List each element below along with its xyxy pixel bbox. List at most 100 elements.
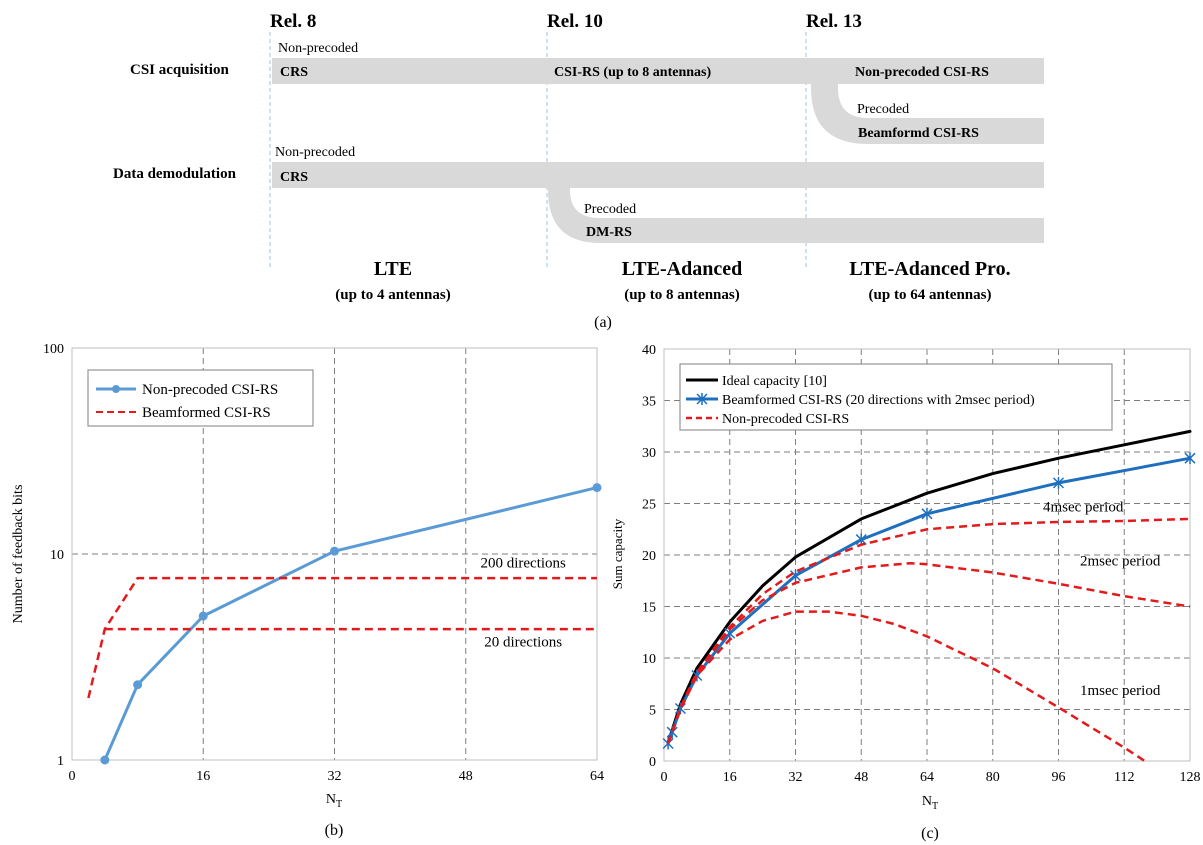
chart-b-y-axis-label: Number of feedback bits [11, 485, 26, 624]
chart-c-ticks: 0 16 32 48 64 80 96 112 128 0 5 10 15 20 25 30 35 40 [642, 343, 1201, 785]
c-series-1-point-9 [1184, 452, 1196, 465]
b-series-line-0 [103, 486, 599, 762]
chart-c-annotations: 4msec period 2msec period 1msec period [1043, 500, 1161, 699]
release-label-rel8: Rel. 8 [270, 11, 316, 32]
b-x-tick-32: 32 [328, 769, 342, 784]
c-x-tick-128: 128 [1180, 770, 1201, 785]
chart-b-legend-marker-nonprecoded [112, 385, 120, 393]
b-series-0-point-1 [133, 680, 143, 690]
chart-b-x-axis-label-base: N [326, 792, 336, 807]
release-label-rel13: Rel. 13 [806, 11, 862, 32]
data-main-band [272, 162, 1044, 188]
chart-b-ticks: 0 16 32 48 64 1 10 100 [43, 342, 604, 784]
chart-c-x-axis-label-base: N [922, 794, 932, 809]
c-x-tick-48: 48 [854, 770, 868, 785]
generation-lte-a-name: LTE-Adanced [622, 258, 742, 280]
row-label-csi-acquisition: CSI acquisition [130, 62, 229, 78]
b-x-tick-0: 0 [69, 769, 76, 784]
c-annotation-2: 1msec period [1080, 683, 1161, 699]
c-series-line-4 [666, 610, 1146, 763]
chart-b-legend-label-nonprecoded: Non-precoded CSI-RS [142, 382, 278, 398]
b-series-0-point-0 [100, 755, 110, 765]
csi-nonprecoded-csirs-label: Non-precoded CSI-RS [855, 65, 989, 80]
chart-b-annotations: 200 directions 20 directions [480, 555, 566, 650]
chart-c-legend-box [679, 363, 1113, 431]
data-precoded-label: Precoded [584, 202, 636, 217]
csi-rs-label: CSI-RS (up to 8 antennas) [554, 65, 711, 80]
csi-precoded-branch [811, 84, 1044, 144]
b-series-0-point-3 [330, 546, 339, 556]
b-series-0-point-2 [198, 611, 208, 621]
generation-lte-a-pro-name: LTE-Adanced Pro. [849, 258, 1010, 280]
c-y-tick-40: 40 [642, 343, 656, 358]
b-x-tick-64: 64 [590, 769, 604, 784]
chart-b-legend-box [87, 369, 314, 427]
release-label-rel10: Rel. 10 [547, 11, 603, 32]
c-y-tick-35: 35 [642, 395, 656, 410]
c-y-tick-30: 30 [642, 446, 656, 461]
generation-lte-sub: (up to 4 antennas) [335, 287, 450, 303]
c-y-tick-0: 0 [649, 755, 656, 770]
b-x-tick-48: 48 [459, 769, 473, 784]
csi-beamformed-label: Beamformd CSI-RS [858, 126, 979, 141]
chart-b-legend: Non-precoded CSI-RS Beamformed CSI-RS [87, 369, 314, 427]
c-y-tick-10: 10 [642, 652, 656, 667]
b-y-tick-10: 10 [50, 548, 64, 563]
chart-c-legend: Ideal capacity [10] Beamformed CSI-RS (2… [679, 363, 1113, 431]
chart-c-y-axis-label: Sum capacity [610, 518, 625, 589]
c-series-1-point-5 [789, 569, 802, 582]
c-y-tick-25: 25 [642, 498, 656, 513]
c-x-tick-16: 16 [723, 770, 737, 785]
csi-crs-label: CRS [280, 65, 308, 80]
data-precoded-branch [548, 188, 1044, 243]
caption-b: (b) [325, 822, 344, 839]
c-annotation-0: 4msec period [1043, 500, 1124, 516]
csi-nonprecoded-label: Non-precoded [278, 41, 358, 56]
b-y-tick-1: 1 [57, 754, 64, 769]
b-series-0-point-4 [592, 483, 602, 493]
c-y-tick-20: 20 [642, 549, 656, 564]
generation-lte-name: LTE [374, 258, 412, 280]
data-crs-label: CRS [280, 170, 308, 185]
c-series-1-point-1 [666, 726, 678, 739]
c-series-1-point-8 [1052, 476, 1065, 489]
chart-c-x-axis-label: NT [922, 794, 938, 812]
c-y-tick-5: 5 [649, 704, 656, 719]
c-series-1-point-7 [921, 507, 933, 520]
c-annotation-1: 2msec period [1080, 553, 1161, 569]
chart-b-legend-label-beamformed: Beamformed CSI-RS [142, 405, 271, 421]
chart-b-plot-frame [71, 347, 598, 761]
chart-c-plot-frame [663, 348, 1191, 762]
csi-main-band [272, 58, 1044, 84]
c-series-line-1 [666, 456, 1192, 745]
chart-c-legend-label-beamformed: Beamformed CSI-RS (20 directions with 2m… [722, 393, 1035, 408]
chart-c-sum-capacity: 0 16 32 48 64 80 96 112 128 0 5 10 15 20 25 30 35 40 4mse… [610, 343, 1201, 842]
chart-c-x-axis-label-sub: T [932, 801, 938, 812]
generation-lte-a-pro-sub: (up to 64 antennas) [869, 287, 992, 303]
c-y-tick-15: 15 [642, 601, 656, 616]
chart-c-legend-label-nonprecoded: Non-precoded CSI-RS [722, 412, 849, 427]
generation-lte-a-sub: (up to 8 antennas) [624, 287, 739, 303]
c-x-tick-0: 0 [661, 770, 668, 785]
row-label-data-demodulation: Data demodulation [113, 166, 237, 182]
chart-b-x-axis-label: NT [326, 792, 342, 810]
b-annotation-1: 20 directions [484, 635, 562, 651]
chart-c-legend-label-ideal: Ideal capacity [10] [722, 374, 827, 389]
chart-b-feedback-bits: 0 16 32 48 64 1 10 100 200 directions 20 directi… [11, 342, 604, 839]
c-x-tick-80: 80 [986, 770, 1000, 785]
c-x-tick-64: 64 [920, 770, 934, 785]
b-y-tick-100: 100 [43, 342, 64, 357]
b-x-tick-16: 16 [196, 769, 210, 784]
data-nonprecoded-label: Non-precoded [275, 145, 355, 160]
caption-a: (a) [594, 314, 612, 331]
chart-c-series [662, 429, 1196, 763]
c-x-tick-112: 112 [1114, 770, 1134, 785]
chart-b-series [87, 483, 602, 765]
reference-signal-diagram: Rel. 8 Rel. 10 Rel. 13 CSI acquisition D… [113, 11, 1044, 331]
caption-c: (c) [921, 825, 939, 842]
c-x-tick-32: 32 [789, 770, 803, 785]
c-series-line-3 [666, 561, 1191, 744]
b-annotation-0: 200 directions [480, 555, 566, 571]
chart-c-legend-marker-beamformed [696, 393, 708, 405]
data-dmrs-label: DM-RS [586, 225, 632, 240]
